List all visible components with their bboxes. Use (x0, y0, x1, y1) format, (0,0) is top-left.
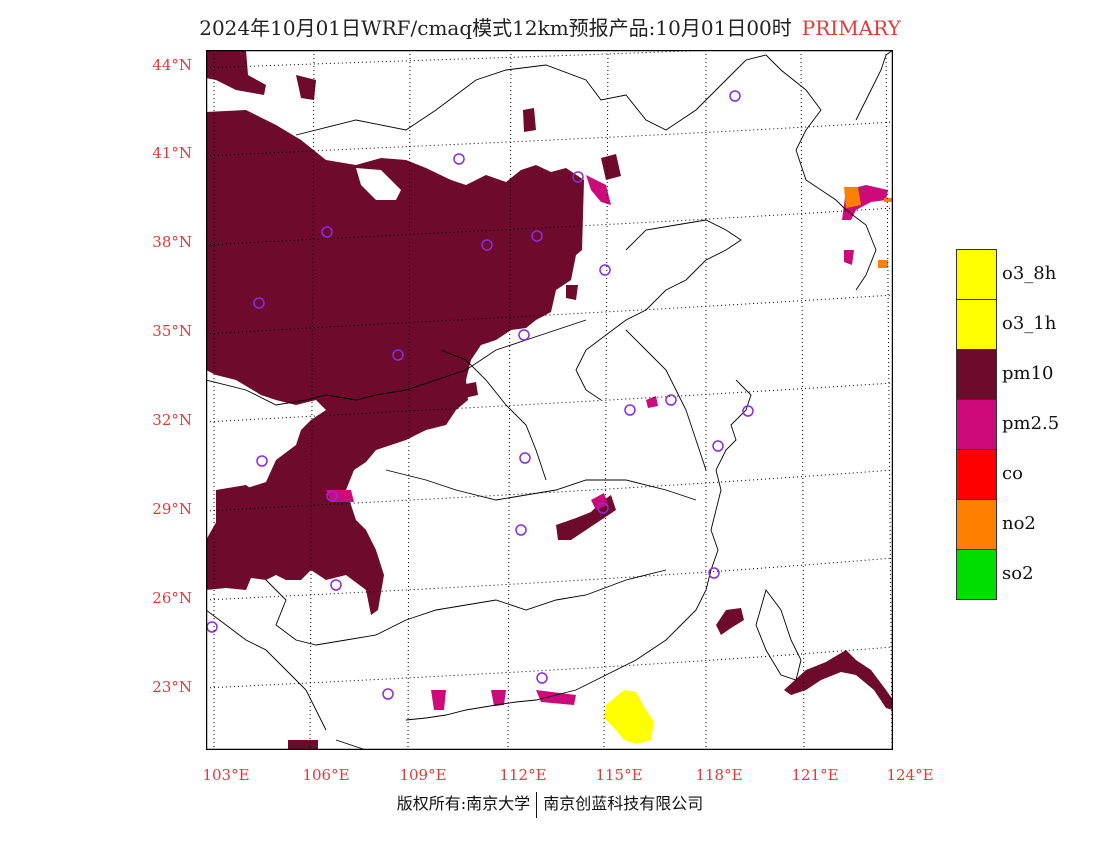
lon-label-109: 109°E (399, 766, 447, 784)
lon-label-106: 106°E (302, 766, 350, 784)
lat-label-38: 38°N (152, 233, 192, 251)
copyright-right: 南京创蓝科技有限公司 (543, 794, 704, 813)
lon-label-115: 115°E (595, 766, 643, 784)
title-text: 2024年10月01日WRF/cmaq模式12km预报产品:10月01日00时 (199, 16, 792, 40)
legend-label-no2: no2 (1002, 513, 1036, 534)
footer-separator (536, 791, 538, 818)
lat-label-35: 35°N (152, 322, 192, 340)
legend-label-pm10: pm10 (1002, 363, 1054, 384)
legend-label-co: co (1002, 463, 1023, 484)
lon-label-124: 124°E (886, 766, 934, 784)
lat-label-29: 29°N (152, 500, 192, 518)
legend-swatch-co (956, 449, 997, 500)
no2-regions (844, 187, 893, 268)
legend-swatch-o3-1h (956, 299, 997, 350)
legend-label-so2: so2 (1002, 563, 1034, 584)
lon-label-118: 118°E (695, 766, 743, 784)
copyright-left: 版权所有:南京大学 (396, 794, 531, 813)
legend-swatch-no2 (956, 499, 997, 550)
lat-label-26: 26°N (152, 589, 192, 607)
legend-label-o3-8h: o3_8h (1002, 263, 1057, 284)
station-markers (206, 90, 754, 700)
lat-label-23: 23°N (152, 678, 192, 696)
legend-swatch-pm25 (956, 399, 997, 450)
legend-swatch-pm10 (956, 349, 997, 400)
lon-label-121: 121°E (791, 766, 839, 784)
lat-label-44: 44°N (152, 56, 192, 74)
lat-label-41: 41°N (152, 144, 192, 162)
legend-swatch-o3-8h (956, 249, 997, 300)
lon-label-103: 103°E (202, 766, 250, 784)
legend-label-o3-1h: o3_1h (1002, 313, 1057, 334)
map-frame (206, 50, 893, 750)
primary-tag: PRIMARY (801, 16, 901, 40)
lat-label-32: 32°N (152, 411, 192, 429)
forecast-map[interactable] (206, 50, 893, 750)
copyright-footer: 版权所有:南京大学 南京创蓝科技有限公司 (0, 790, 1100, 818)
legend-swatch-so2 (956, 549, 997, 600)
legend-label-pm25: pm2.5 (1002, 413, 1060, 434)
lon-label-112: 112°E (499, 766, 547, 784)
admin-borders (206, 50, 893, 750)
map-title: 2024年10月01日WRF/cmaq模式12km预报产品:10月01日00时 P… (0, 12, 1100, 41)
pm10-regions (206, 50, 893, 750)
o3-regions (604, 690, 654, 744)
map-canvas (206, 50, 893, 750)
